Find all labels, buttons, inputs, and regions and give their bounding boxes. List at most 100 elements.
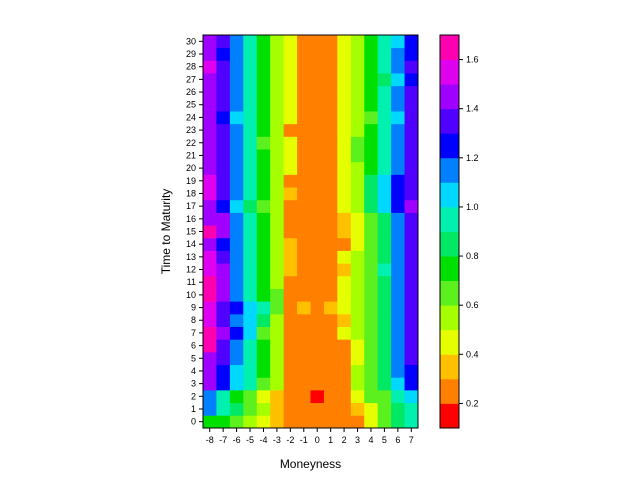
heatmap-cell [283, 212, 298, 226]
heatmap-cell [243, 149, 258, 163]
heatmap-cell [270, 250, 285, 264]
heatmap-cell [391, 212, 405, 226]
heatmap-cell [203, 60, 217, 74]
heatmap-cell [310, 85, 325, 99]
heatmap-cell [323, 85, 338, 99]
heatmap-cell [350, 73, 365, 87]
heatmap-cell [256, 85, 271, 99]
y-tick-label: 10 [186, 290, 196, 300]
heatmap-cell [297, 275, 311, 289]
heatmap-cell [377, 313, 392, 327]
heatmap-cell [310, 98, 325, 112]
heatmap-cell [270, 313, 285, 327]
heatmap-cell [243, 47, 258, 61]
heatmap-cell [350, 111, 365, 125]
heatmap-cell [270, 351, 285, 366]
heatmap-cell [337, 288, 352, 302]
heatmap-cell [229, 149, 244, 163]
heatmap-cell [229, 339, 244, 353]
heatmap-cell [243, 313, 258, 327]
heatmap-cell [377, 174, 392, 188]
heatmap-cell [256, 250, 271, 264]
heatmap-cell [203, 136, 217, 150]
heatmap-cell [256, 301, 271, 315]
y-tick-label: 9 [191, 303, 196, 313]
heatmap-cell [377, 301, 392, 315]
heatmap-cell [391, 85, 405, 99]
heatmap-cell [377, 149, 392, 163]
heatmap-cell [203, 161, 217, 175]
heatmap-cell [283, 313, 298, 327]
heatmap-cell [216, 47, 231, 61]
heatmap-cell [270, 85, 285, 99]
heatmap-cell [243, 199, 258, 213]
heatmap-cell [310, 123, 325, 137]
heatmap-cell [297, 402, 311, 416]
heatmap-cell [391, 60, 405, 74]
heatmap-cell [256, 225, 271, 239]
heatmap-cell [377, 250, 392, 264]
heatmap-cell [216, 225, 231, 239]
heatmap-cell [270, 339, 285, 353]
heatmap-cell [297, 199, 311, 213]
heatmap-cell [364, 161, 379, 175]
x-tick-label: -4 [259, 435, 267, 445]
heatmap-cell [283, 174, 298, 188]
heatmap-cell [283, 60, 298, 74]
heatmap-cell [337, 98, 352, 112]
heatmap-cell [310, 60, 325, 74]
heatmap-cell [256, 263, 271, 277]
color-legend-swatch [440, 378, 459, 404]
heatmap-cell [377, 123, 392, 137]
heatmap-cell [243, 123, 258, 137]
heatmap-cell [216, 263, 231, 277]
color-legend-ticks: 0.2 0.4 0.6 0.8 1.0 1.2 1.4 1.6 [459, 55, 479, 408]
heatmap-cell [283, 225, 298, 239]
heatmap-cell [377, 199, 392, 213]
heatmap-cell [283, 161, 298, 175]
heatmap-cell [229, 225, 244, 239]
heatmap-cell [216, 402, 231, 416]
heatmap-cell [270, 301, 285, 315]
heatmap-cell [283, 326, 298, 340]
heatmap-cell [270, 212, 285, 226]
heatmap-cell [404, 199, 419, 213]
heatmap-cell [203, 389, 217, 404]
heatmap-cell [203, 187, 217, 201]
heatmap-cell [364, 313, 379, 327]
color-legend-swatch [440, 329, 459, 355]
heatmap-cell [256, 60, 271, 74]
heatmap-cell [310, 35, 325, 49]
heatmap-cell [270, 237, 285, 251]
heatmap-cell [350, 174, 365, 188]
heatmap-cell [270, 275, 285, 289]
heatmap-cell [323, 313, 338, 327]
heatmap-cell [350, 47, 365, 61]
heatmap-cell [323, 35, 338, 49]
heatmap-cell [216, 98, 231, 112]
heatmap-cell [203, 225, 217, 239]
heatmap-cell [229, 415, 244, 429]
heatmap-cell [216, 73, 231, 87]
heatmap-cell [404, 377, 419, 391]
heatmap-cell [283, 339, 298, 353]
heatmap-cell [404, 351, 419, 366]
heatmap-cell [310, 225, 325, 239]
heatmap-cell [337, 415, 352, 429]
heatmap-cell [283, 35, 298, 49]
heatmap-cell [377, 402, 392, 416]
heatmap-cell [364, 339, 379, 353]
heatmap-cell [297, 136, 311, 150]
heatmap-cell [229, 377, 244, 391]
heatmap-cell [297, 364, 311, 378]
heatmap-cell [256, 288, 271, 302]
heatmap-cell [364, 351, 379, 366]
heatmap-cell [256, 402, 271, 416]
heatmap-cell [350, 364, 365, 378]
heatmap-cell [377, 111, 392, 125]
heatmap-cell [377, 364, 392, 378]
heatmap-cell [404, 275, 419, 289]
heatmap-cell [203, 250, 217, 264]
heatmap-cell [243, 351, 258, 366]
heatmap-cell [377, 288, 392, 302]
